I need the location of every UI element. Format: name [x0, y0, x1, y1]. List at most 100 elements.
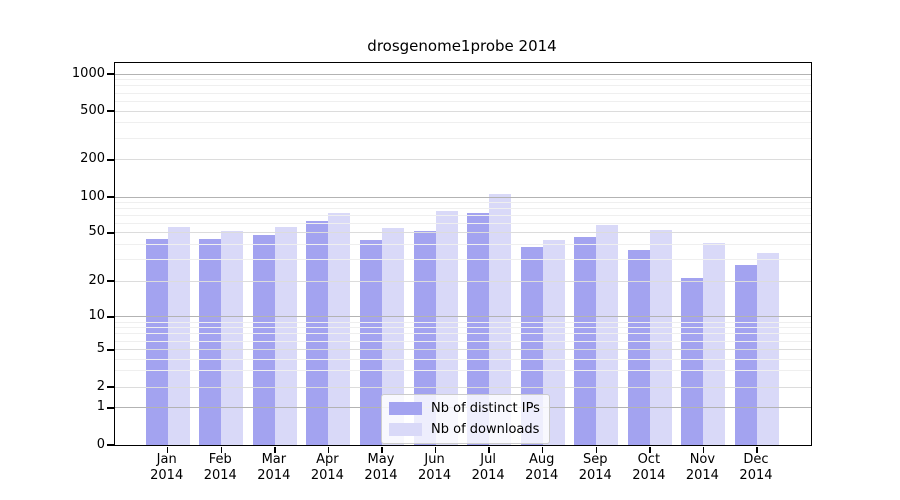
- x-tick-mark: [220, 446, 223, 453]
- y-tick-mark: [106, 407, 114, 409]
- bar-downloads: [703, 243, 726, 445]
- bar-downloads: [381, 228, 404, 445]
- bar-downloads: [649, 229, 672, 445]
- gridline-major: [115, 110, 811, 112]
- bar-downloads: [328, 213, 351, 445]
- y-tick-mark: [106, 316, 114, 318]
- gridline-minor: [115, 201, 811, 203]
- x-tick-label: Oct 2014: [632, 452, 666, 483]
- gridline-major: [115, 232, 811, 234]
- gridline-minor: [115, 79, 811, 81]
- x-tick-label: May 2014: [364, 452, 398, 483]
- y-tick-mark: [106, 386, 114, 388]
- y-tick-mark: [106, 349, 114, 351]
- gridline-minor: [115, 100, 811, 102]
- x-tick-mark: [274, 446, 276, 453]
- gridline-minor: [115, 137, 811, 139]
- y-tick-label: 100: [80, 188, 105, 204]
- gridline-minor: [115, 223, 811, 225]
- gridline-minor: [115, 85, 811, 87]
- x-tick-mark: [595, 446, 597, 453]
- x-tick-mark: [702, 446, 705, 453]
- bar-distinct-ips: [681, 278, 704, 445]
- bar-distinct-ips: [252, 235, 275, 445]
- x-tick-mark: [756, 446, 758, 453]
- y-tick-label: 10: [88, 308, 105, 324]
- gridline-minor: [115, 321, 811, 323]
- x-tick-mark: [381, 446, 383, 453]
- bar-distinct-ips: [734, 265, 757, 445]
- x-tick-label: Sep 2014: [578, 452, 612, 483]
- gridline-major: [115, 73, 811, 75]
- y-tick-mark: [106, 110, 114, 112]
- bar-downloads: [596, 225, 619, 445]
- x-tick-label: Feb 2014: [203, 452, 237, 483]
- gridline-minor: [115, 208, 811, 210]
- x-tick-label: Aug 2014: [525, 452, 559, 483]
- x-tick-label: Apr 2014: [310, 452, 344, 483]
- x-tick-label: Dec 2014: [739, 452, 773, 483]
- gridline-major: [115, 196, 811, 198]
- y-tick-mark: [106, 159, 114, 161]
- legend-label-distinct-ips: Nb of distinct IPs: [431, 401, 540, 416]
- y-tick-mark: [106, 232, 114, 234]
- bar-distinct-ips: [413, 230, 436, 445]
- gridline-minor: [115, 215, 811, 217]
- y-tick-label: 500: [80, 102, 105, 118]
- legend-swatch-distinct-ips: [389, 402, 422, 415]
- x-tick-mark: [434, 446, 437, 453]
- legend-item-downloads: Nb of downloads: [389, 422, 540, 437]
- bar-downloads: [274, 227, 297, 445]
- gridline-minor: [115, 122, 811, 124]
- y-tick-label: 0: [96, 436, 105, 452]
- legend-swatch-downloads: [389, 423, 422, 436]
- x-tick-mark: [649, 446, 651, 453]
- y-tick-label: 2: [96, 378, 105, 394]
- x-tick-label: Nov 2014: [685, 452, 719, 483]
- gridline-major: [115, 159, 811, 161]
- gridline-minor: [115, 244, 811, 246]
- y-tick-label: 50: [88, 224, 105, 240]
- y-tick-label: 1: [96, 399, 105, 415]
- plot-area: Nb of distinct IPs Nb of downloads: [106, 62, 812, 453]
- x-tick-mark: [327, 446, 330, 453]
- gridline-minor: [115, 327, 811, 329]
- bar-distinct-ips: [627, 250, 650, 445]
- gridline-major: [115, 386, 811, 388]
- bar-downloads: [542, 239, 565, 445]
- x-tick-label: Jul 2014: [471, 452, 505, 483]
- legend-item-distinct-ips: Nb of distinct IPs: [389, 401, 540, 416]
- x-tick-label: Jun 2014: [418, 452, 452, 483]
- x-tick-label: Mar 2014: [257, 452, 291, 483]
- gridline-major: [115, 349, 811, 351]
- bar-distinct-ips: [359, 239, 382, 445]
- chart-legend: Nb of distinct IPs Nb of downloads: [381, 394, 550, 444]
- bar-downloads: [167, 227, 190, 445]
- y-tick-mark: [106, 196, 114, 198]
- y-tick-label: 5: [96, 341, 105, 357]
- gridline-minor: [115, 259, 811, 261]
- y-tick-mark: [106, 444, 114, 446]
- bar-downloads: [221, 230, 244, 445]
- gridline-minor: [115, 333, 811, 335]
- gridline-minor: [115, 370, 811, 372]
- y-tick-mark: [106, 73, 114, 75]
- y-tick-label: 200: [80, 151, 105, 167]
- gridline-major: [115, 280, 811, 282]
- bar-downloads: [489, 194, 512, 445]
- x-tick-label: Jan 2014: [150, 452, 184, 483]
- gridline-minor: [115, 358, 811, 360]
- x-tick-mark: [488, 446, 490, 453]
- y-tick-label: 1000: [71, 65, 105, 81]
- gridline-minor: [115, 92, 811, 94]
- chart-title: drosgenome1probe 2014: [367, 37, 557, 55]
- bar-downloads: [756, 253, 779, 445]
- bar-distinct-ips: [306, 220, 329, 445]
- x-tick-mark: [166, 446, 169, 453]
- x-tick-mark: [541, 446, 544, 453]
- gridline-major: [115, 316, 811, 318]
- legend-label-downloads: Nb of downloads: [431, 422, 540, 437]
- gridline-minor: [115, 340, 811, 342]
- y-tick-mark: [106, 280, 114, 282]
